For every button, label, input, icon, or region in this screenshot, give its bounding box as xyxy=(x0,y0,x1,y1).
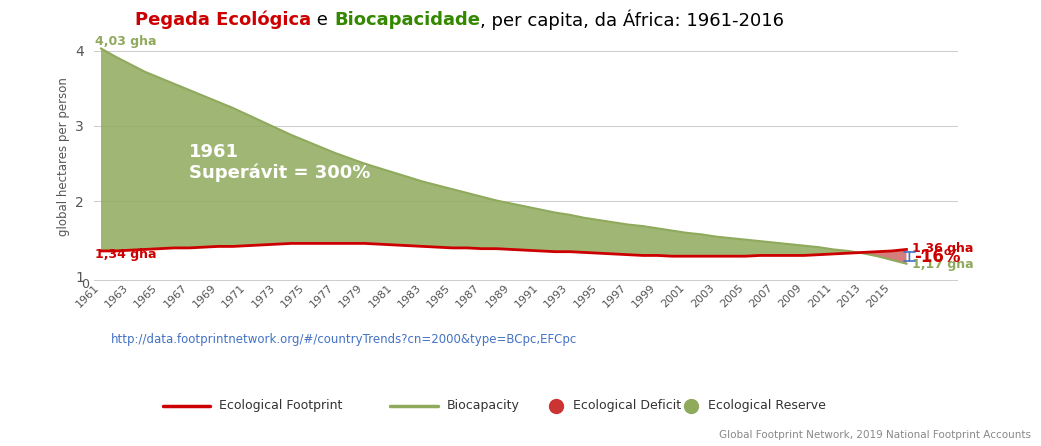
Text: Biocapacity: Biocapacity xyxy=(447,399,519,413)
Text: Ecological Reserve: Ecological Reserve xyxy=(708,399,826,413)
Text: 1969: 1969 xyxy=(192,282,219,310)
Text: 2011: 2011 xyxy=(807,282,833,310)
Text: 2003: 2003 xyxy=(689,282,716,310)
Text: Superávit = 300%: Superávit = 300% xyxy=(188,163,371,182)
Text: 1989: 1989 xyxy=(484,282,511,310)
Text: 1961: 1961 xyxy=(188,143,238,161)
Text: 1965: 1965 xyxy=(132,282,159,310)
Text: 1981: 1981 xyxy=(366,282,393,310)
Text: 1,17 gha: 1,17 gha xyxy=(912,258,974,271)
Text: 1977: 1977 xyxy=(308,282,335,310)
Text: , per capita, da África: 1961-2016: , per capita, da África: 1961-2016 xyxy=(480,9,784,30)
Text: 1963: 1963 xyxy=(103,282,130,310)
Text: 1,34 gha: 1,34 gha xyxy=(95,248,156,261)
Text: 1999: 1999 xyxy=(631,282,658,310)
Text: 1979: 1979 xyxy=(337,282,364,310)
Text: Ecological Deficit: Ecological Deficit xyxy=(574,399,682,413)
Text: 1983: 1983 xyxy=(397,282,424,310)
Text: 4,03 gha: 4,03 gha xyxy=(95,36,156,49)
Text: 2013: 2013 xyxy=(836,282,863,310)
Text: -16%: -16% xyxy=(914,248,960,265)
Text: 1973: 1973 xyxy=(250,282,277,310)
Text: Biocapacidade: Biocapacidade xyxy=(334,11,480,29)
Text: http://data.footprintnetwork.org/#/countryTrends?cn=2000&type=BCpc,EFCpc: http://data.footprintnetwork.org/#/count… xyxy=(111,333,577,346)
Text: Global Footprint Network, 2019 National Footprint Accounts: Global Footprint Network, 2019 National … xyxy=(718,430,1031,440)
Text: 2009: 2009 xyxy=(777,282,804,310)
Text: 1961: 1961 xyxy=(74,282,101,310)
Text: 1971: 1971 xyxy=(221,282,248,310)
Text: Pegada Ecológica: Pegada Ecológica xyxy=(135,10,311,29)
Text: 1991: 1991 xyxy=(513,282,540,310)
Text: 2015: 2015 xyxy=(865,282,892,310)
Text: 2001: 2001 xyxy=(660,282,687,310)
Text: 2005: 2005 xyxy=(718,282,745,310)
Text: 1985: 1985 xyxy=(426,282,453,310)
Text: 1975: 1975 xyxy=(279,282,306,310)
Text: e: e xyxy=(311,11,334,29)
Text: 1997: 1997 xyxy=(601,282,628,310)
Y-axis label: global hectares per person: global hectares per person xyxy=(56,77,70,235)
Text: Ecological Footprint: Ecological Footprint xyxy=(219,399,342,413)
Text: 1,36 gha: 1,36 gha xyxy=(912,242,973,255)
Text: 1995: 1995 xyxy=(572,282,599,310)
Text: 1987: 1987 xyxy=(455,282,482,310)
Text: 2007: 2007 xyxy=(747,282,775,310)
Text: 0: 0 xyxy=(81,277,90,290)
Text: 1967: 1967 xyxy=(161,282,188,310)
Text: 1993: 1993 xyxy=(542,282,569,310)
